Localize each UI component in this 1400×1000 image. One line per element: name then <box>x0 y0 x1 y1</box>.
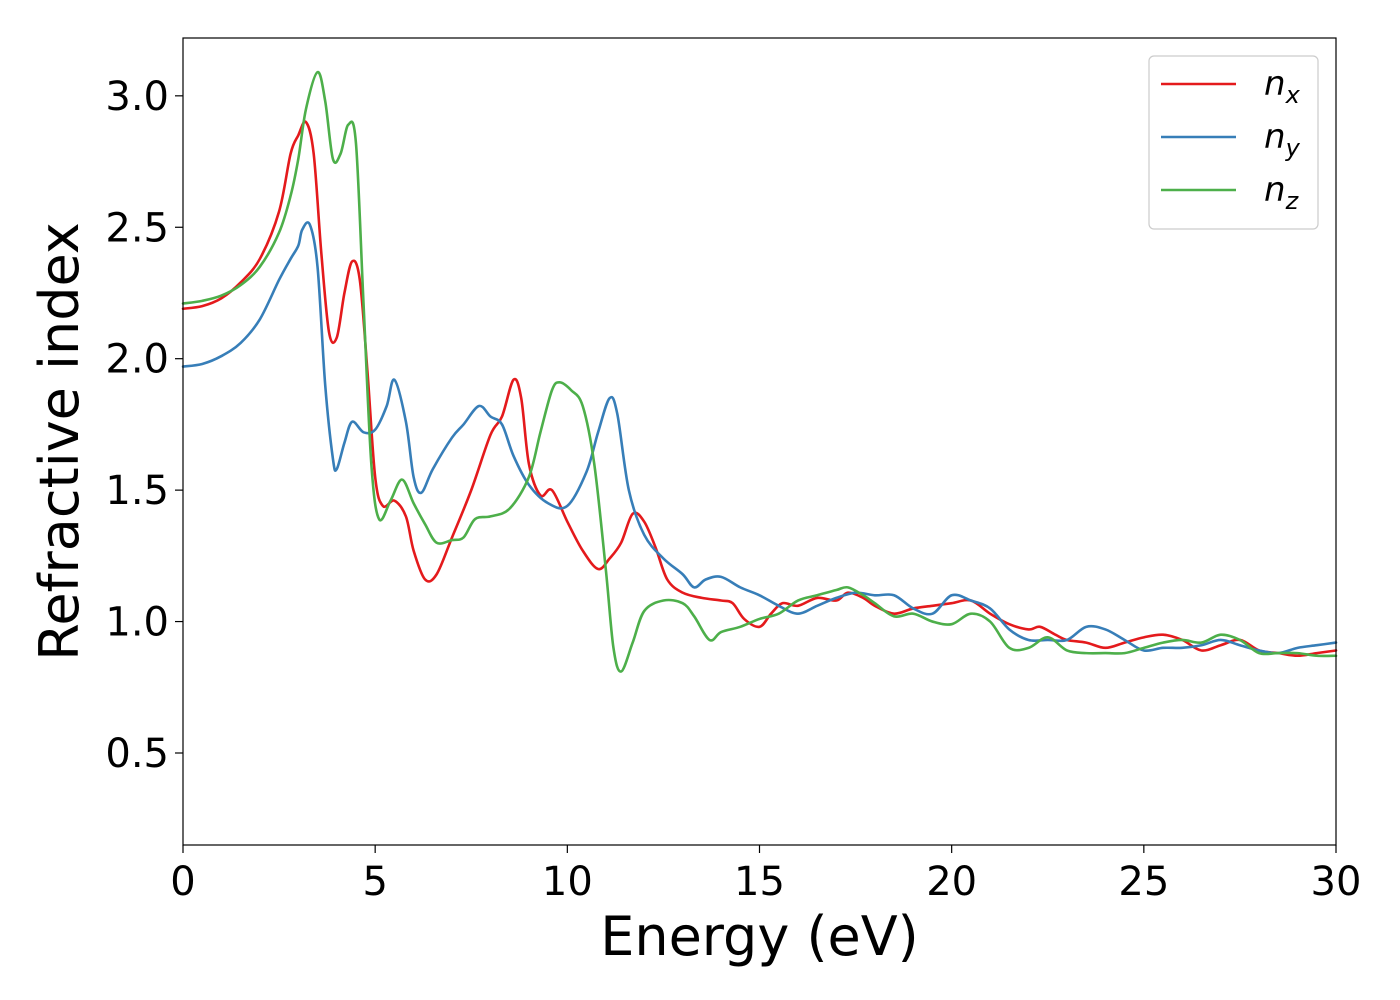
series-line-x <box>181 120 1338 658</box>
legend-label-subscript: z <box>1285 187 1300 215</box>
y-tick-label: 2.5 <box>105 205 169 251</box>
y-axis-ticks: 0.5 1.0 1.5 2.0 2.5 3.0 <box>105 74 183 777</box>
y-tick-label: 2.0 <box>105 337 169 383</box>
legend-label-subscript: y <box>1285 134 1301 162</box>
x-tick-label: 10 <box>542 859 593 905</box>
y-tick-label: 3.0 <box>105 74 169 120</box>
x-tick-label: 15 <box>734 859 785 905</box>
x-tick-label: 0 <box>170 859 195 905</box>
legend-label-subscript: x <box>1285 81 1301 109</box>
legend-label-z: nz <box>1264 170 1300 215</box>
legend-label-x: nx <box>1264 64 1301 109</box>
series-line-y <box>181 221 1338 655</box>
legend-label-base: n <box>1264 117 1286 157</box>
x-tick-label: 20 <box>926 859 977 905</box>
y-axis-label: Refractive index <box>28 222 91 661</box>
legend-label-base: n <box>1264 64 1286 104</box>
legend-label-y: ny <box>1264 117 1301 162</box>
y-tick-label: 1.5 <box>105 468 169 514</box>
x-tick-label: 30 <box>1311 859 1362 905</box>
x-axis-label: Energy (eV) <box>600 905 919 968</box>
y-tick-label: 1.0 <box>105 600 169 646</box>
x-tick-label: 5 <box>362 859 387 905</box>
legend-box <box>1148 55 1319 230</box>
series-layer <box>181 70 1338 673</box>
x-tick-label: 25 <box>1118 859 1169 905</box>
legend-label-base: n <box>1264 170 1286 210</box>
x-axis-ticks: 0 5 10 15 20 25 30 <box>170 845 1361 905</box>
y-tick-label: 0.5 <box>105 731 169 777</box>
series-line-z <box>181 70 1338 673</box>
